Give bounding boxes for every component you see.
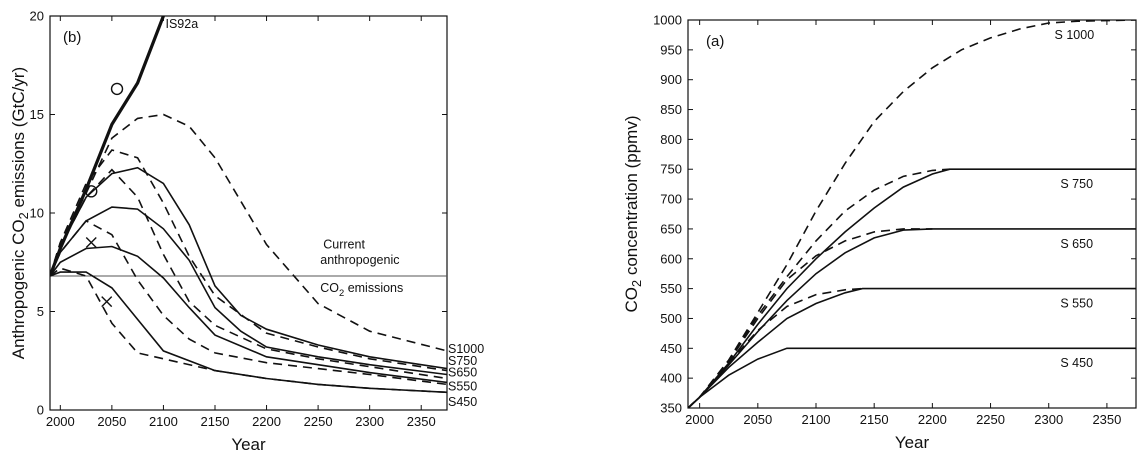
x-tick-label: 2100 [802, 412, 831, 427]
series-label: S1000 [448, 342, 484, 356]
x-tick-label: 2200 [918, 412, 947, 427]
y-tick-label: 500 [660, 311, 682, 326]
x-tick-label: 2150 [860, 412, 889, 427]
plot-area [50, 16, 447, 394]
concentration-chart: 2000 2050 2100 2150 2200 2250 2300 2350 350 400 45… [622, 13, 1137, 452]
series-label: S 450 [1060, 356, 1093, 370]
series-line-s450 [688, 347, 1136, 408]
x-tick-label: 2350 [407, 414, 436, 429]
series-line-s1000 [50, 166, 447, 370]
x-tick-label: 2150 [201, 414, 230, 429]
y-tick-label: 350 [660, 401, 682, 416]
x-tick-label: 2050 [97, 414, 126, 429]
y-tick-label: 850 [660, 102, 682, 117]
series-label: S450 [448, 395, 477, 409]
x-tick-label: 2300 [1034, 412, 1063, 427]
y-axis-label: Anthropogenic CO2 emissions (GtC/yr) [9, 67, 31, 359]
x-tick-label: 2250 [304, 414, 333, 429]
y-tick-label: 550 [660, 281, 682, 296]
annotation-line-2: anthropogenic [320, 253, 399, 267]
y-tick-label: 10 [30, 206, 44, 221]
x-tick-label: 2200 [252, 414, 281, 429]
y-tick-label: 900 [660, 72, 682, 87]
annotation-line-1: Current [323, 237, 365, 251]
y-tick-label: 950 [660, 42, 682, 57]
panel-label: (b) [63, 29, 81, 46]
series-label: S 550 [1060, 297, 1093, 311]
y-tick-label: 700 [660, 192, 682, 207]
circle-marker [85, 185, 98, 198]
cross-marker [85, 237, 97, 249]
series-line-s1000 [688, 20, 1136, 408]
series-line-s650 [50, 168, 447, 380]
x-tick-label: 2100 [149, 414, 178, 429]
x-tick-label: 2000 [685, 412, 714, 427]
y-tick-label: 1000 [653, 13, 682, 28]
y-tick-label: 0 [37, 403, 44, 418]
series-label: S650 [448, 366, 477, 380]
series-label: S550 [448, 379, 477, 393]
emissions-chart: 2000 2050 2100 2150 2200 2250 2300 2350 0 5 10 15 20… [9, 9, 484, 455]
y-tick-label: 450 [660, 341, 682, 356]
x-tick-label: 2050 [743, 412, 772, 427]
y-tick-label: 5 [37, 304, 44, 319]
series-label: S750 [448, 354, 477, 368]
series-line-s550 [50, 219, 447, 386]
series-line-s550 [688, 287, 1136, 408]
annotation-line-3: CO2 emissions [320, 281, 403, 298]
series-label: IS92a [165, 17, 198, 31]
series-line-s750 [50, 149, 447, 372]
series-line-s550 [688, 287, 863, 408]
series-line-s650 [688, 228, 933, 408]
x-tick-label: 2300 [355, 414, 384, 429]
x-axis-label: Year [895, 433, 930, 452]
y-tick-label: 20 [30, 9, 44, 24]
series-label: S 650 [1060, 237, 1093, 251]
plot-frame [49, 15, 448, 411]
y-tick-label: 400 [660, 371, 682, 386]
x-axis-label: Year [231, 435, 266, 454]
y-tick-label: 750 [660, 162, 682, 177]
y-axis-label: CO2 concentration (ppmv) [622, 116, 644, 313]
cross-marker [101, 296, 113, 308]
series-line-s550 [50, 245, 447, 384]
series-line-s450 [50, 267, 447, 394]
x-tick-label: 2250 [976, 412, 1005, 427]
plot-frame [687, 19, 1137, 409]
series-line-is92a [50, 16, 165, 277]
plot-area [688, 20, 1136, 408]
panel-label: (a) [706, 33, 724, 50]
series-label: S 750 [1060, 177, 1093, 191]
y-tick-label: 600 [660, 251, 682, 266]
y-tick-label: 800 [660, 132, 682, 147]
series-label: S 1000 [1055, 28, 1095, 42]
x-tick-label: 2000 [46, 414, 75, 429]
y-tick-label: 650 [660, 221, 682, 236]
x-tick-label: 2350 [1092, 412, 1121, 427]
circle-marker [110, 82, 124, 96]
y-tick-label: 15 [30, 107, 44, 122]
